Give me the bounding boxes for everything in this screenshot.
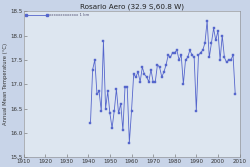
Y-axis label: Annual Mean Temperature (°C): Annual Mean Temperature (°C) [4,43,8,125]
Title: Rosario Aero (32.9 S,60.8 W): Rosario Aero (32.9 S,60.8 W) [80,4,184,10]
Text: xxxxxxxxxxxxx 1 km: xxxxxxxxxxxxx 1 km [50,13,90,17]
